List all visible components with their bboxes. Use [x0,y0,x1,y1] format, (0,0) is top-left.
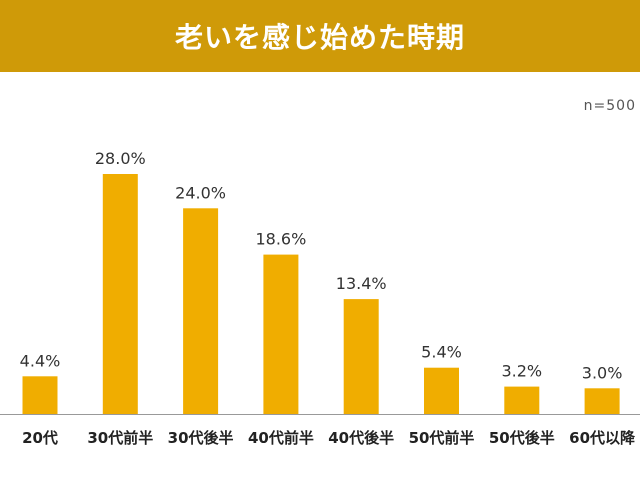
bar-5 [424,367,459,414]
category-label-0: 20代 [22,429,58,447]
bar-value-label-3: 18.6% [255,230,306,249]
bar-3 [263,254,299,414]
category-label-6: 50代後半 [489,429,555,447]
bar-value-label-1: 28.0% [95,149,146,168]
header-banner: 老いを感じ始めた時期 [0,0,640,72]
bar-4 [343,299,379,414]
category-label-4: 40代後半 [328,429,394,447]
bar-7 [584,388,620,414]
bar-2 [183,208,219,414]
bar-value-label-7: 3.0% [582,363,623,382]
sample-size-label: n=500 [583,98,636,114]
category-label-1: 30代前半 [87,429,153,447]
bar-0 [22,376,58,414]
category-label-2: 30代後半 [168,429,234,447]
category-label-5: 50代前半 [409,429,475,447]
bar-value-label-2: 24.0% [175,183,226,202]
bar-value-label-4: 13.4% [336,274,387,293]
category-label-7: 60代以降 [569,429,636,447]
bar-6 [504,386,540,414]
bar-value-label-0: 4.4% [20,351,61,370]
bar-value-label-5: 5.4% [421,343,462,362]
bar-1 [102,174,138,414]
page-title: 老いを感じ始めた時期 [174,21,465,54]
bar-value-label-6: 3.2% [501,362,542,381]
category-label-3: 40代前半 [248,429,314,447]
